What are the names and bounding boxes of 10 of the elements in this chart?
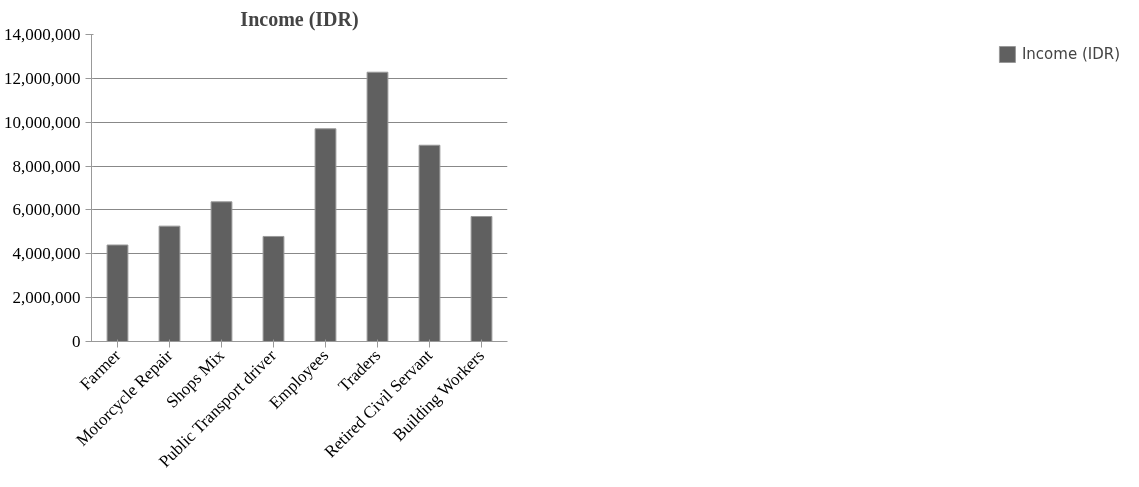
- y-tick-label: 4,000,000: [12, 244, 81, 264]
- legend-label: Income (IDR): [1021, 45, 1120, 63]
- y-tick-label: 0: [72, 332, 81, 351]
- y-tick-label: 6,000,000: [12, 200, 81, 220]
- y-tick-label: 2,000,000: [12, 288, 81, 308]
- chart-title: Income (IDR): [240, 7, 359, 31]
- y-tick-label: 14,000,000: [4, 25, 81, 44]
- y-tick-label: 10,000,000: [4, 112, 81, 132]
- y-tick-label: 12,000,000: [4, 68, 81, 88]
- y-tick-label: 8,000,000: [12, 156, 81, 176]
